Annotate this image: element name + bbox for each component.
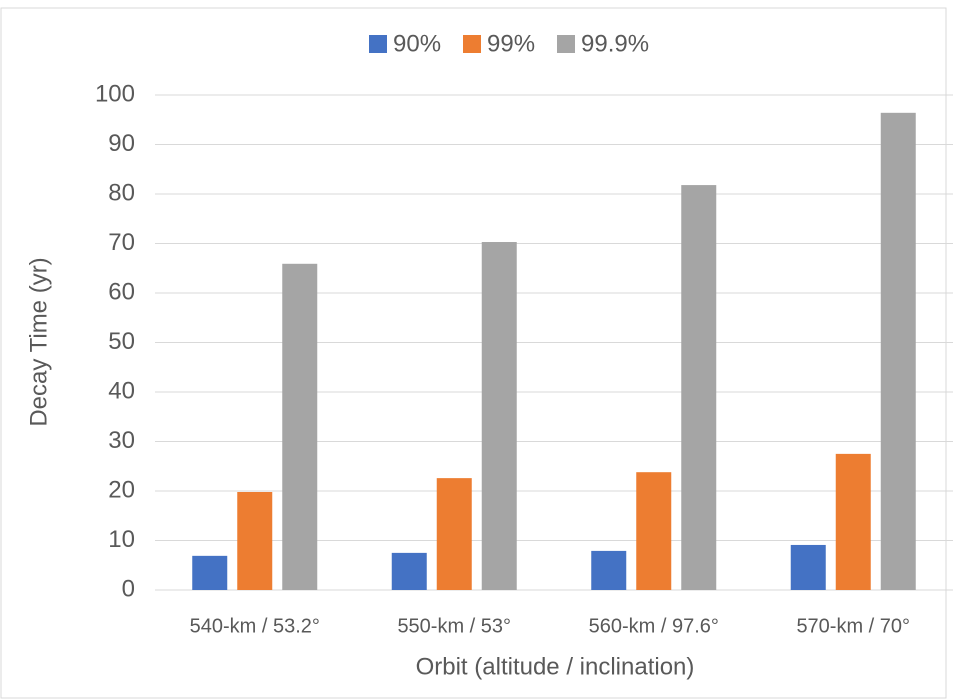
legend-label: 90% xyxy=(393,30,441,57)
bar xyxy=(835,453,871,590)
y-tick-label: 50 xyxy=(108,328,135,355)
bar xyxy=(790,544,826,590)
bar xyxy=(880,112,916,590)
y-tick-label: 90 xyxy=(108,130,135,157)
x-axis-title: Orbit (altitude / inclination) xyxy=(416,653,695,680)
bar xyxy=(237,491,273,590)
y-tick-label: 100 xyxy=(95,80,135,107)
legend-label: 99.9% xyxy=(581,30,649,57)
x-tick-label: 540-km / 53.2° xyxy=(190,615,320,637)
bar xyxy=(391,552,427,590)
y-tick-label: 40 xyxy=(108,377,135,404)
y-tick-label: 20 xyxy=(108,476,135,503)
bar xyxy=(636,472,672,590)
chart-border xyxy=(0,7,947,699)
x-tick-label: 560-km / 97.6° xyxy=(589,615,719,637)
y-axis-title: Decay Time (yr) xyxy=(25,257,52,426)
legend-swatch xyxy=(463,35,481,53)
legend-swatch xyxy=(557,35,575,53)
y-tick-label: 30 xyxy=(108,427,135,454)
bar xyxy=(192,555,228,590)
bar xyxy=(681,185,717,590)
y-tick-label: 60 xyxy=(108,278,135,305)
y-tick-label: 70 xyxy=(108,229,135,256)
x-tick-label: 550-km / 53° xyxy=(397,615,511,637)
legend-swatch xyxy=(369,35,387,53)
bar xyxy=(591,550,627,590)
legend-label: 99% xyxy=(487,30,535,57)
y-tick-label: 10 xyxy=(108,526,135,553)
bar xyxy=(436,478,472,590)
y-tick-label: 0 xyxy=(122,575,135,602)
x-tick-label: 570-km / 70° xyxy=(796,615,910,637)
bar xyxy=(481,242,517,590)
y-tick-label: 80 xyxy=(108,179,135,206)
bar xyxy=(282,263,318,590)
